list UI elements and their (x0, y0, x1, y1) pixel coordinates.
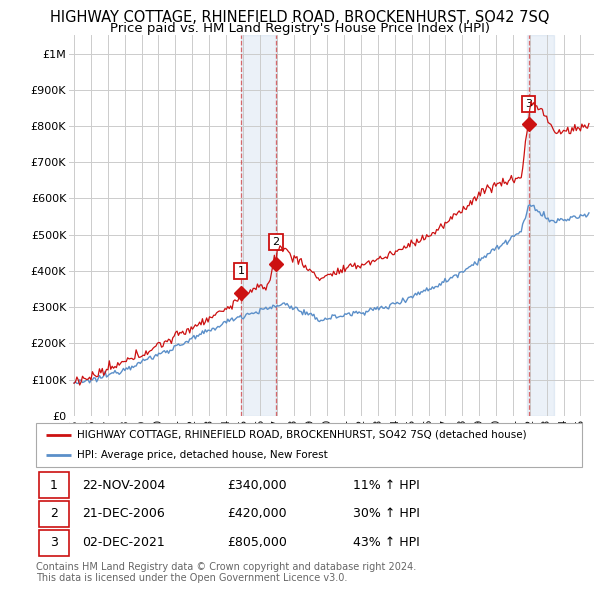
Text: Price paid vs. HM Land Registry's House Price Index (HPI): Price paid vs. HM Land Registry's House … (110, 22, 490, 35)
FancyBboxPatch shape (39, 472, 69, 498)
Text: 3: 3 (525, 99, 532, 109)
Text: £420,000: £420,000 (227, 507, 287, 520)
Bar (241, 35, 276, 416)
Text: 02-DEC-2021: 02-DEC-2021 (82, 536, 165, 549)
FancyBboxPatch shape (39, 530, 69, 556)
Text: 2: 2 (272, 237, 280, 247)
Text: 43% ↑ HPI: 43% ↑ HPI (353, 536, 419, 549)
Text: 11% ↑ HPI: 11% ↑ HPI (353, 478, 419, 491)
FancyBboxPatch shape (36, 423, 582, 467)
Text: HPI: Average price, detached house, New Forest: HPI: Average price, detached house, New … (77, 450, 328, 460)
Text: HIGHWAY COTTAGE, RHINEFIELD ROAD, BROCKENHURST, SO42 7SQ (detached house): HIGHWAY COTTAGE, RHINEFIELD ROAD, BROCKE… (77, 430, 527, 440)
FancyBboxPatch shape (39, 501, 69, 527)
Text: HIGHWAY COTTAGE, RHINEFIELD ROAD, BROCKENHURST, SO42 7SQ: HIGHWAY COTTAGE, RHINEFIELD ROAD, BROCKE… (50, 10, 550, 25)
Text: 21-DEC-2006: 21-DEC-2006 (82, 507, 165, 520)
Bar (527, 35, 554, 416)
Text: £340,000: £340,000 (227, 478, 287, 491)
Text: 1: 1 (50, 478, 58, 491)
Text: 30% ↑ HPI: 30% ↑ HPI (353, 507, 419, 520)
Text: 3: 3 (50, 536, 58, 549)
Text: 2: 2 (50, 507, 58, 520)
Text: Contains HM Land Registry data © Crown copyright and database right 2024.
This d: Contains HM Land Registry data © Crown c… (36, 562, 416, 584)
Text: £805,000: £805,000 (227, 536, 287, 549)
Text: 1: 1 (238, 266, 244, 276)
Text: 22-NOV-2004: 22-NOV-2004 (82, 478, 166, 491)
